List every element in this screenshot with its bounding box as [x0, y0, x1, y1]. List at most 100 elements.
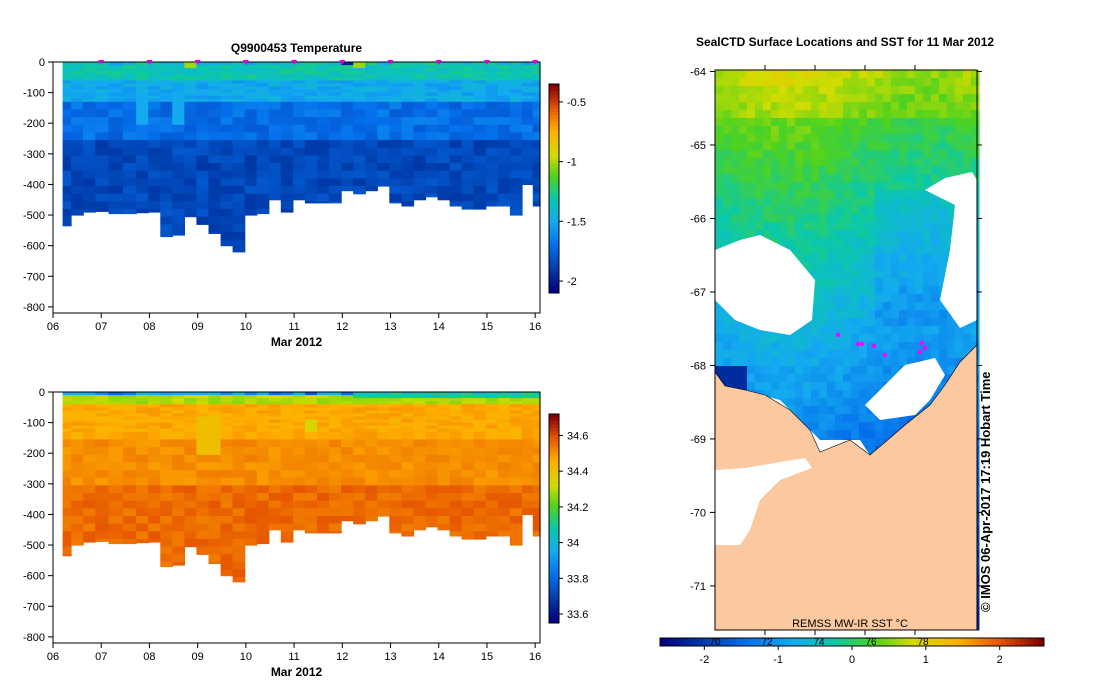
- temperature-data-cell: [329, 163, 342, 172]
- salinity-colorbar-segment: [549, 445, 559, 450]
- sst-cell: [811, 150, 820, 159]
- sst-cell: [939, 142, 948, 151]
- salinity-data-cell: [497, 416, 511, 421]
- salinity-data-cell: [62, 447, 72, 456]
- sst-cell: [747, 110, 756, 119]
- sst-cell: [883, 126, 892, 135]
- temperature-data-cell: [232, 193, 246, 202]
- sst-cell: [875, 158, 884, 167]
- temperature-data-cell: [532, 98, 541, 103]
- sst-cell: [787, 166, 796, 175]
- temperature-data-cell: [365, 147, 378, 156]
- sst-cell: [883, 262, 892, 271]
- temperature-data-cell: [172, 117, 185, 126]
- temperature-data-cell: [292, 68, 306, 72]
- salinity-data-cell: [329, 410, 342, 415]
- sst-cell: [731, 110, 740, 119]
- salinity-data-cell: [232, 561, 246, 571]
- temperature-data-cell: [196, 74, 210, 78]
- salinity-data-cell: [256, 422, 270, 427]
- sst-cell: [731, 102, 740, 111]
- salinity-data-cell: [184, 523, 198, 532]
- temperature-data-cell: [509, 77, 523, 81]
- salinity-colorbar-segment: [549, 522, 559, 526]
- salinity-data-cell: [485, 523, 499, 532]
- temperature-data-cell: [292, 124, 306, 134]
- temperature-data-cell: [196, 124, 210, 134]
- salinity-data-cell: [401, 516, 415, 525]
- sst-cell: [907, 222, 916, 231]
- sst-cell: [923, 222, 932, 231]
- sst-colorbar-segment: [981, 638, 987, 646]
- temperature-data-cell: [449, 68, 463, 72]
- sst-colorbar-segment: [765, 638, 771, 646]
- temperature-data-cell: [196, 95, 210, 100]
- sst-colorbar-segment: [679, 638, 685, 646]
- salinity-data-cell: [341, 401, 354, 405]
- sst-cell: [891, 158, 900, 167]
- sst-cell: [787, 230, 796, 239]
- sst-cell: [787, 142, 796, 151]
- salinity-data-cell: [317, 477, 330, 486]
- salinity-data-cell: [532, 447, 541, 456]
- salinity-data-cell: [62, 462, 72, 471]
- temperature-data-cell: [389, 92, 402, 97]
- sst-colorbar-segment: [933, 638, 939, 646]
- temperature-data-cell: [497, 170, 511, 179]
- sst-cell: [931, 126, 940, 135]
- temperature-data-cell: [220, 83, 234, 88]
- sst-cell: [851, 222, 860, 231]
- temperature-data-cell: [62, 140, 72, 149]
- sst-cell: [811, 350, 820, 359]
- temperature-data-cell: [232, 68, 246, 72]
- temperature-data-cell: [304, 92, 318, 97]
- temperature-data-cell: [473, 83, 487, 88]
- temperature-data-cell: [148, 92, 161, 97]
- temperature-data-cell: [244, 124, 258, 134]
- salinity-data-cell: [461, 462, 475, 471]
- salinity-data-cell: [341, 410, 354, 415]
- temperature-data-cell: [268, 155, 282, 164]
- salinity-x-tick-label: 07: [95, 651, 107, 663]
- sst-cell: [907, 118, 916, 127]
- sst-cell: [915, 110, 924, 119]
- temperature-data-cell: [244, 163, 258, 172]
- sst-cell: [827, 198, 836, 207]
- temperature-data-cell: [353, 77, 366, 81]
- map-lat-tick-label: -68: [690, 360, 706, 372]
- salinity-data-cell: [497, 410, 511, 415]
- sst-cell: [835, 246, 844, 255]
- sst-colorbar-segment: [760, 638, 767, 646]
- salinity-data-cell: [532, 477, 541, 486]
- temperature-data-cell: [62, 62, 72, 66]
- sst-cell: [763, 94, 772, 103]
- temperature-data-cell: [341, 101, 354, 111]
- salinity-data-cell: [425, 462, 439, 471]
- salinity-data-cell: [401, 531, 415, 537]
- temperature-data-cell: [256, 74, 270, 78]
- temperature-data-cell: [377, 74, 390, 78]
- salinity-data-cell: [292, 410, 306, 415]
- sst-colorbar-segment: [861, 638, 867, 646]
- temperature-profile-column: [304, 62, 318, 204]
- salinity-data-cell: [184, 477, 198, 486]
- temperature-data-cell: [184, 201, 198, 210]
- salinity-data-cell: [365, 398, 378, 402]
- sst-cell: [835, 166, 844, 175]
- salinity-data-cell: [509, 485, 523, 494]
- temperature-data-cell: [148, 186, 161, 195]
- map-lat-tick-label: -71: [690, 581, 706, 593]
- sst-cell: [947, 342, 956, 351]
- sst-cell: [827, 294, 836, 303]
- sst-cell: [891, 334, 900, 343]
- salinity-data-cell: [208, 470, 222, 479]
- salinity-profile-column: [208, 392, 222, 564]
- sst-cell: [803, 326, 812, 335]
- temperature-data-cell: [304, 71, 318, 75]
- sst-cell: [739, 110, 748, 119]
- temperature-data-cell: [83, 147, 96, 156]
- sst-cell: [883, 350, 892, 359]
- sst-cell: [867, 262, 876, 271]
- salinity-data-cell: [172, 425, 185, 430]
- sst-cell: [739, 222, 748, 231]
